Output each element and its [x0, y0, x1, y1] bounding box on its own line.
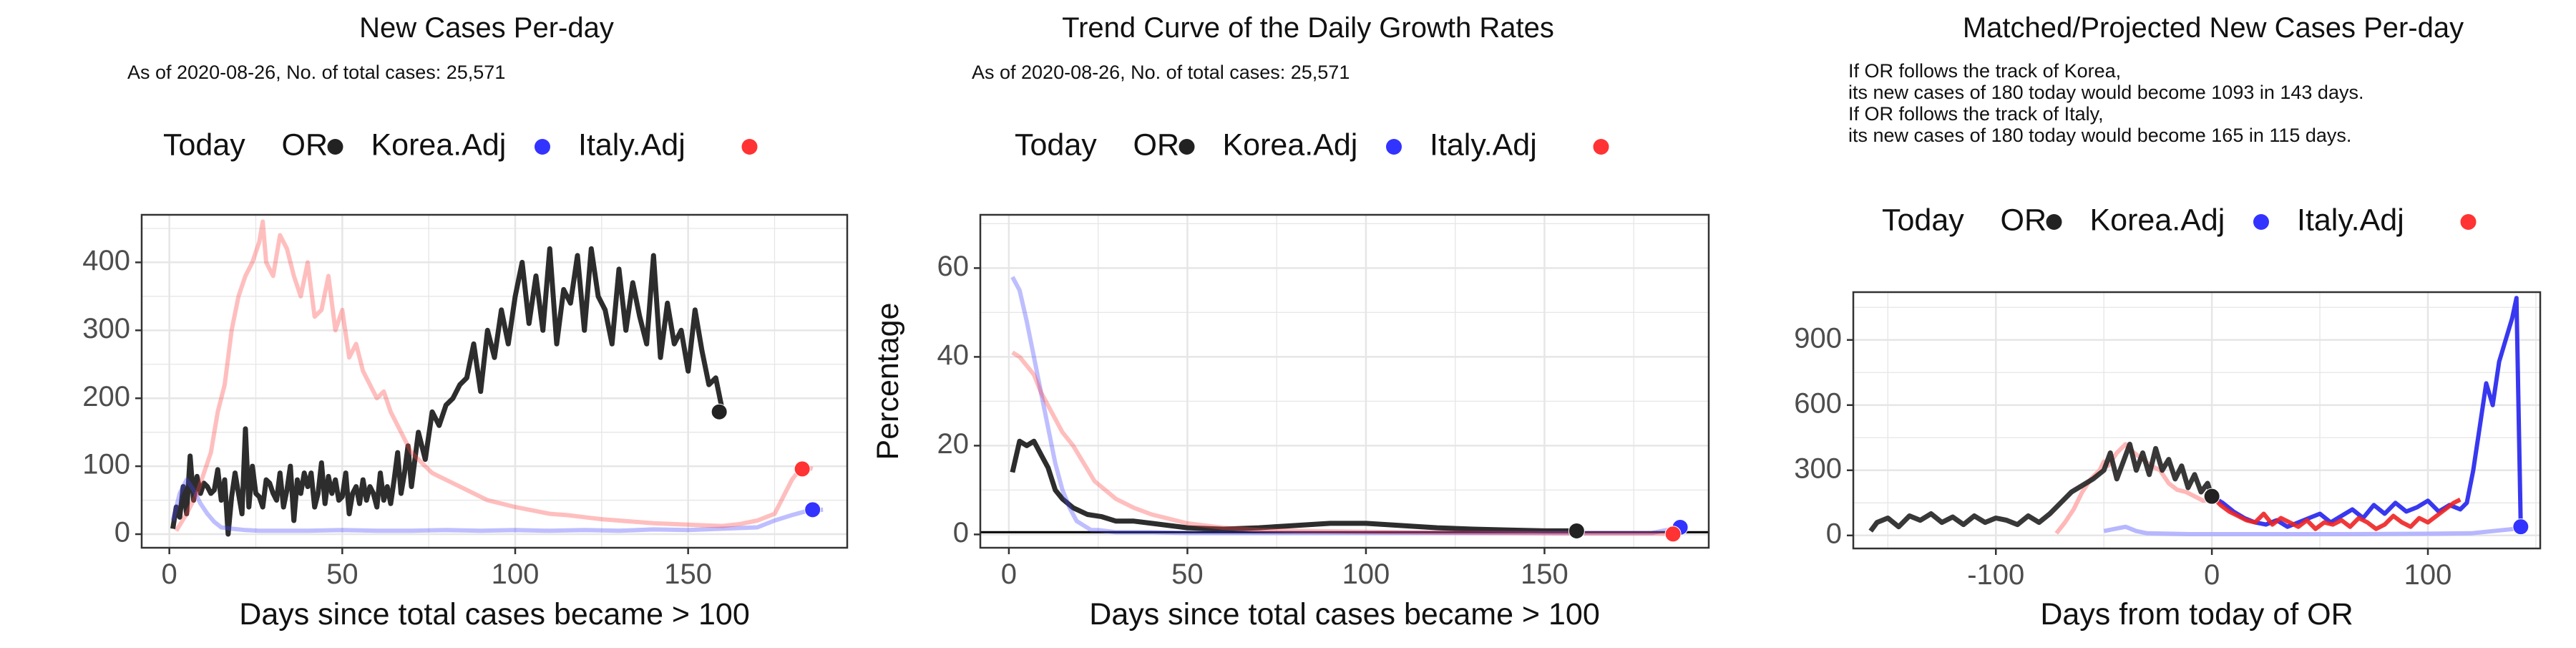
- x-axis-label: Days from today of OR: [2040, 597, 2353, 632]
- chart-subtitle: If OR follows the track of Italy,: [1848, 103, 2104, 125]
- legend-label: Today: [1015, 127, 1097, 162]
- x-tick-label: 0: [1001, 558, 1017, 590]
- legend-label: OR: [1133, 127, 1180, 162]
- plot-area: [980, 215, 1709, 548]
- plot-area: [1853, 292, 2540, 548]
- y-tick-label: 300: [1794, 453, 1842, 484]
- legend-label: Italy.Adj: [1430, 127, 1537, 162]
- chart-title: Matched/Projected New Cases Per-day: [1963, 12, 2464, 44]
- series-line-italy-adj: [174, 219, 814, 532]
- x-tick-label: 50: [326, 558, 358, 590]
- panel-2: Trend Curve of the Daily Growth Rates As …: [871, 12, 1710, 632]
- y-tick-label: 60: [937, 251, 970, 282]
- y-tick-label: 0: [1826, 518, 1842, 549]
- series-line-or: [170, 246, 726, 537]
- x-tick-label: 100: [492, 558, 540, 590]
- legend-marker: [2253, 214, 2269, 230]
- y-tick-label: 0: [114, 517, 130, 548]
- legend-label: OR: [2001, 203, 2047, 237]
- legend-label: OR: [282, 127, 328, 162]
- x-axis-label: Days since total cases became > 100: [239, 597, 749, 632]
- series-group: [1010, 276, 1681, 536]
- chart-subtitle: As of 2020-08-26, No. of total cases: 25…: [972, 62, 1350, 83]
- legend-marker: [1179, 139, 1195, 155]
- x-tick-label: 150: [664, 558, 712, 590]
- chart-subtitle: its new cases of 180 today would become …: [1848, 125, 2351, 146]
- plot-border: [979, 213, 1710, 549]
- chart-subtitle: If OR follows the track of Korea,: [1848, 60, 2121, 82]
- legend-marker: [535, 139, 550, 155]
- x-axis-label: Days since total cases became > 100: [1089, 597, 1599, 632]
- legend-label: Italy.Adj: [2297, 203, 2404, 237]
- today-point-korea-adj: [804, 501, 821, 518]
- series-line-or: [1010, 438, 1577, 533]
- x-tick-label: 50: [1171, 558, 1204, 590]
- y-tick-label: 900: [1794, 322, 1842, 354]
- x-tick-label: 0: [162, 558, 177, 590]
- plot-border: [1852, 291, 2542, 550]
- x-tick-label: 0: [2204, 559, 2220, 591]
- today-point-or: [711, 403, 728, 420]
- today-point-korea-adj: [2512, 518, 2529, 536]
- legend-marker: [1386, 139, 1402, 155]
- legend-marker: [1593, 139, 1609, 155]
- today-point-or: [2203, 488, 2220, 505]
- series-group: [1868, 296, 2523, 536]
- series-line-korea-adj: [170, 478, 824, 533]
- chart-title: New Cases Per-day: [359, 12, 614, 44]
- y-tick-label: 200: [82, 381, 130, 412]
- legend-marker: [2460, 214, 2477, 230]
- chart-subtitle: As of 2020-08-26, No. of total cases: 25…: [127, 62, 505, 83]
- chart-title: Trend Curve of the Daily Growth Rates: [1062, 12, 1554, 44]
- legend-label: Italy.Adj: [578, 127, 686, 162]
- y-tick-label: 400: [82, 245, 130, 276]
- series-line-korea-adj-matched-: [2103, 524, 2515, 536]
- plot-area: [142, 215, 847, 548]
- y-axis-label: Percentage: [871, 303, 905, 460]
- legend-marker: [2046, 214, 2062, 230]
- today-point-or: [1568, 522, 1585, 539]
- series-line-or: [1868, 441, 2215, 533]
- legend-marker: [741, 139, 758, 155]
- y-tick-label: 20: [937, 428, 970, 460]
- y-tick-label: 100: [82, 449, 130, 480]
- x-tick-label: 100: [2404, 559, 2452, 591]
- legend-label: Today: [1882, 203, 1964, 237]
- series-group: [170, 219, 824, 537]
- panel-1: New Cases Per-day As of 2020-08-26, No. o…: [82, 12, 849, 632]
- series-line-italy-adj: [1011, 350, 1674, 536]
- x-tick-label: -100: [1967, 559, 2024, 591]
- series-line-korea-adj: [1010, 276, 1681, 536]
- today-point-italy-adj: [1664, 526, 1682, 543]
- y-tick-label: 600: [1794, 387, 1842, 419]
- today-point-italy-adj: [794, 460, 811, 478]
- legend-marker: [327, 139, 343, 155]
- series-line-italy-adj: [2210, 495, 2462, 531]
- panel-3: Matched/Projected New Cases Per-day If OR…: [1794, 12, 2542, 632]
- legend-label: Korea.Adj: [2090, 203, 2225, 237]
- chart-subtitle: its new cases of 180 today would become …: [1848, 82, 2363, 103]
- x-tick-label: 150: [1521, 558, 1568, 590]
- x-tick-label: 100: [1342, 558, 1390, 590]
- plot-border: [140, 213, 849, 549]
- y-tick-label: 40: [937, 339, 970, 371]
- legend-label: Korea.Adj: [371, 127, 507, 162]
- legend-label: Today: [163, 127, 245, 162]
- y-tick-label: 300: [82, 313, 130, 344]
- y-tick-label: 0: [953, 517, 969, 548]
- legend-label: Korea.Adj: [1223, 127, 1358, 162]
